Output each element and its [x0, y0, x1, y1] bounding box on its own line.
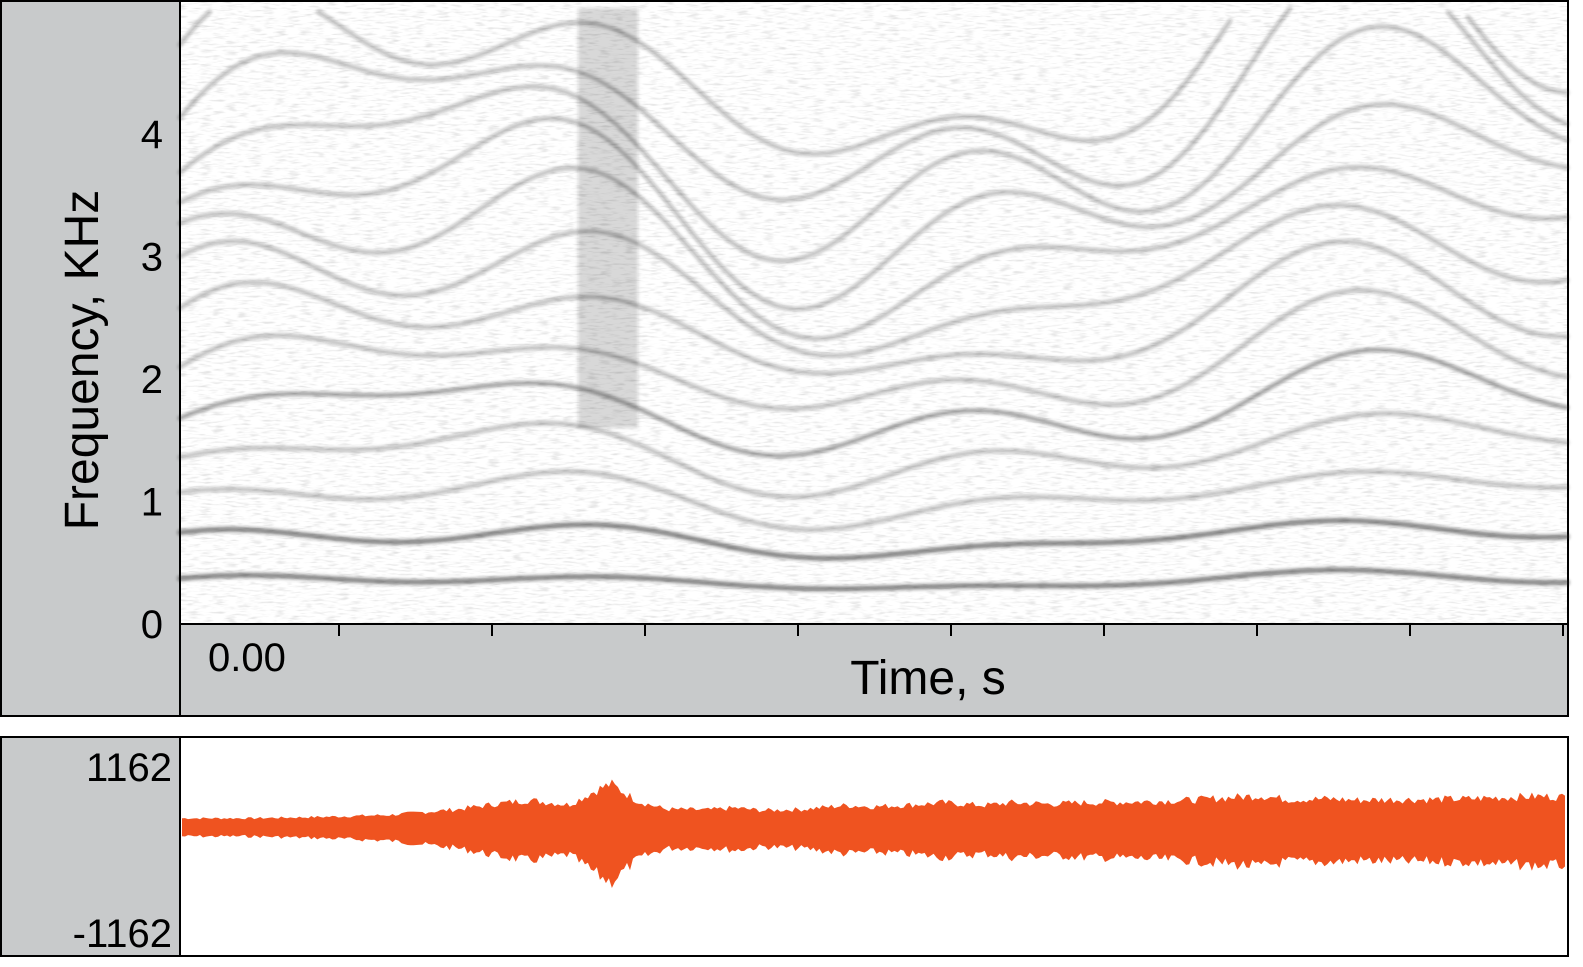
x-axis-title: Time, s	[850, 652, 1006, 705]
y-tick-label-2: 2	[141, 358, 163, 402]
waveform-envelope	[182, 779, 1565, 888]
x-tick-label-0: 0.00	[208, 636, 286, 680]
y-tick-label-1: 1	[141, 481, 163, 525]
y-tick-label-0: 0	[141, 603, 163, 647]
waveform-y-min-label: -1162	[73, 912, 172, 956]
waveform-y-max-label: 1162	[86, 746, 172, 790]
time-axis-ticks	[338, 624, 1564, 636]
y-axis-title: Frequency, KHz	[56, 190, 109, 531]
y-tick-label-3: 3	[141, 236, 163, 280]
spectrogram-noise	[180, 2, 1567, 624]
frequency-axis-ticks: 0 1 2 3 4	[141, 113, 163, 647]
y-tick-label-4: 4	[141, 113, 163, 157]
